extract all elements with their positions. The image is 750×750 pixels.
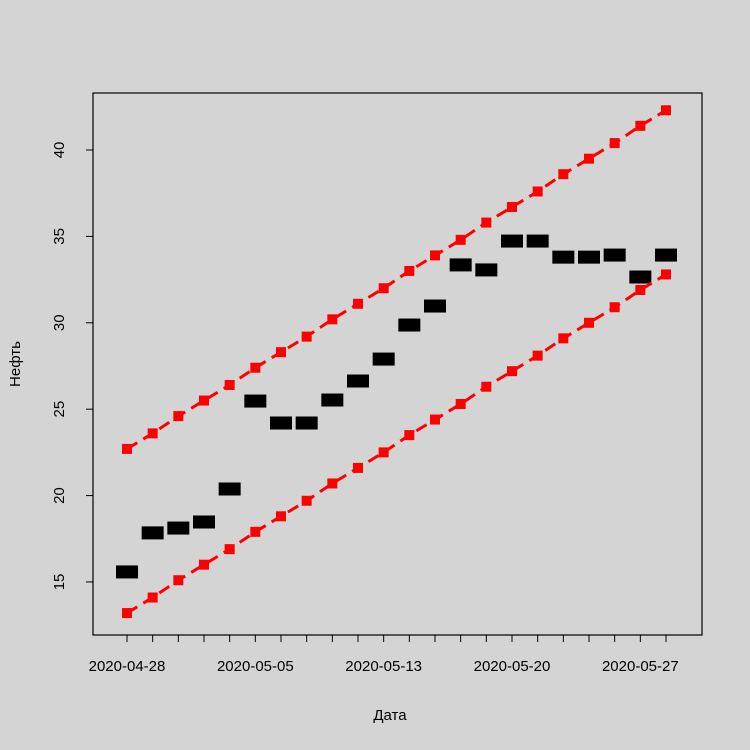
point <box>558 333 569 344</box>
point <box>301 331 312 342</box>
point <box>629 270 652 284</box>
point <box>455 234 466 245</box>
point <box>532 350 543 361</box>
x-tick-label: 2020-05-27 <box>602 658 679 675</box>
point <box>224 544 235 555</box>
y-tick-label: 25 <box>51 401 68 418</box>
y-tick-label: 40 <box>51 142 68 159</box>
point <box>276 511 286 522</box>
point <box>270 416 292 430</box>
point <box>321 393 344 407</box>
y-tick-label: 15 <box>51 574 68 591</box>
point <box>353 462 363 473</box>
point <box>603 248 626 262</box>
point <box>507 202 517 213</box>
y-tick-label: 20 <box>51 487 68 504</box>
point <box>276 347 286 358</box>
y-axis-label: Нефть <box>7 341 24 387</box>
point <box>141 526 164 540</box>
point <box>449 258 472 272</box>
y-tick-label: 35 <box>51 228 68 245</box>
x-tick-label: 2020-04-28 <box>89 658 166 675</box>
point <box>250 362 261 373</box>
point <box>635 120 646 131</box>
point <box>116 565 138 579</box>
series-line <box>126 108 667 451</box>
point <box>507 366 517 377</box>
point <box>404 265 415 276</box>
series-line <box>126 273 667 615</box>
point <box>167 521 190 535</box>
point <box>609 302 620 313</box>
point <box>193 515 215 529</box>
point <box>301 495 312 506</box>
point <box>481 217 492 228</box>
point <box>372 352 395 366</box>
point <box>552 250 575 264</box>
point <box>584 317 594 328</box>
point <box>199 395 209 406</box>
point <box>430 414 440 425</box>
point <box>147 592 158 603</box>
point <box>398 318 421 332</box>
point <box>147 428 158 439</box>
point <box>173 411 184 422</box>
point <box>122 608 132 619</box>
point <box>122 443 132 454</box>
point <box>250 526 261 537</box>
x-tick-label: 2020-05-13 <box>345 658 422 675</box>
point <box>532 186 543 197</box>
x-axis-label: Дата <box>373 707 407 724</box>
point <box>526 234 549 248</box>
point <box>584 153 594 164</box>
point <box>501 234 523 248</box>
point <box>455 398 466 409</box>
point <box>347 374 369 388</box>
point <box>424 299 446 313</box>
point <box>430 250 440 261</box>
x-tick-label: 2020-05-05 <box>217 658 294 675</box>
x-tick-label: 2020-05-20 <box>474 658 551 675</box>
point <box>378 447 389 458</box>
point <box>295 416 318 430</box>
point <box>404 430 415 441</box>
point <box>661 269 671 280</box>
point <box>578 250 600 264</box>
point <box>475 263 498 277</box>
point <box>327 314 338 325</box>
y-tick-label: 30 <box>51 314 68 331</box>
point <box>558 169 569 180</box>
point <box>327 478 338 489</box>
point <box>353 298 363 309</box>
point <box>635 284 646 295</box>
point <box>224 379 235 390</box>
point <box>609 138 620 149</box>
point <box>218 482 241 496</box>
point <box>199 559 209 570</box>
point <box>378 283 389 294</box>
point <box>661 105 671 116</box>
point <box>655 248 677 262</box>
point <box>481 381 492 392</box>
plot-frame <box>92 92 703 636</box>
point <box>244 394 267 408</box>
point <box>173 575 184 586</box>
